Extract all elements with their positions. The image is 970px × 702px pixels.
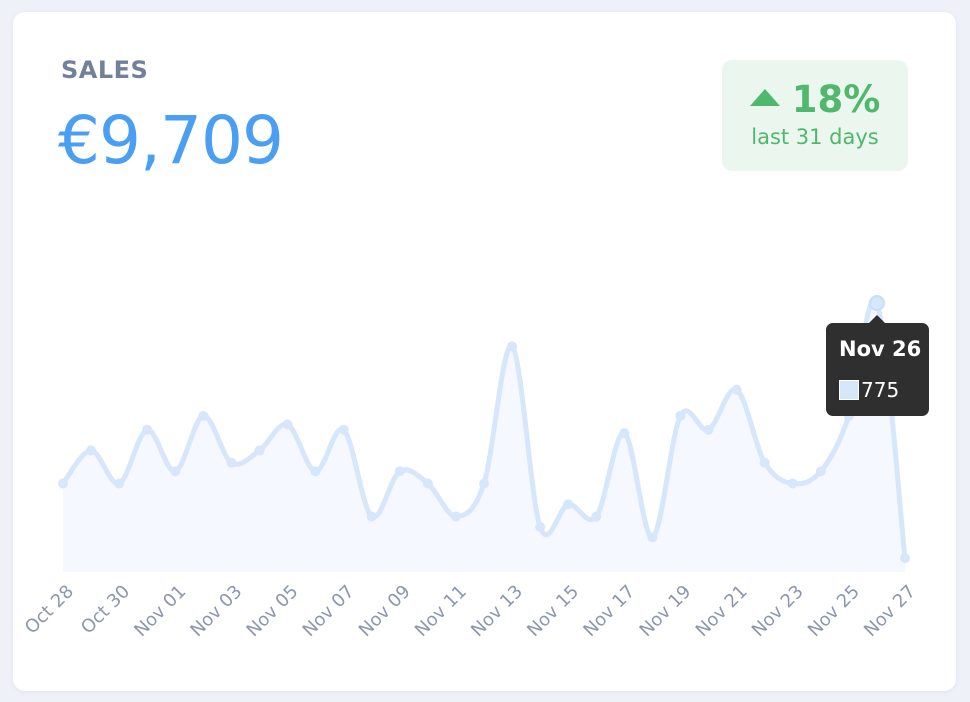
data-point-nov-01[interactable]	[170, 466, 181, 477]
tooltip-swatch	[839, 380, 859, 400]
x-tick-label: Nov 25	[804, 581, 864, 641]
data-point-nov-26[interactable]	[868, 295, 885, 312]
data-point-nov-12[interactable]	[479, 478, 489, 489]
data-point-nov-15[interactable]	[563, 499, 574, 510]
x-tick-label: Nov 09	[355, 581, 415, 641]
data-point-nov-11[interactable]	[450, 511, 461, 522]
data-point-nov-02[interactable]	[198, 410, 209, 421]
data-point-nov-17[interactable]	[619, 428, 630, 439]
data-point-nov-10[interactable]	[422, 478, 433, 489]
data-point-nov-16[interactable]	[591, 511, 602, 522]
data-point-nov-05[interactable]	[282, 419, 293, 430]
x-tick-label: Nov 21	[692, 581, 752, 641]
data-point-nov-27[interactable]	[900, 553, 910, 564]
data-point-oct-31[interactable]	[142, 424, 153, 435]
x-tick-label: Nov 13	[467, 581, 527, 641]
data-point-oct-28[interactable]	[58, 478, 68, 489]
change-percent: 18%	[791, 78, 881, 121]
x-tick-label: Nov 03	[186, 581, 246, 641]
data-point-nov-24[interactable]	[815, 466, 826, 477]
data-point-nov-14[interactable]	[535, 521, 546, 532]
change-percent-row: 18%	[722, 78, 908, 121]
x-tick-label: Nov 27	[860, 581, 920, 641]
x-tick-label: Nov 01	[130, 581, 190, 641]
data-point-nov-23[interactable]	[787, 478, 798, 489]
data-point-nov-04[interactable]	[254, 445, 265, 456]
data-point-nov-09[interactable]	[394, 466, 405, 477]
series-area	[63, 299, 905, 572]
x-tick-label: Nov 17	[579, 581, 639, 641]
data-point-nov-07[interactable]	[338, 424, 349, 435]
x-tick-label: Nov 23	[748, 581, 808, 641]
data-point-nov-08[interactable]	[366, 511, 377, 522]
data-point-nov-03[interactable]	[226, 457, 237, 468]
card-title: SALES	[61, 56, 149, 84]
tooltip-value: 775	[861, 378, 900, 402]
tooltip-value-row: 775	[839, 378, 899, 402]
sales-total: €9,709	[58, 102, 284, 179]
tooltip-date: Nov 26	[839, 337, 922, 361]
x-tick-label: Nov 15	[523, 581, 583, 641]
chart-tooltip: Nov 26 775	[826, 315, 929, 416]
change-period: last 31 days	[751, 125, 879, 149]
sales-card: SALES €9,709 18% last 31 days	[13, 12, 956, 691]
data-point-oct-30[interactable]	[114, 478, 125, 489]
data-point-nov-20[interactable]	[703, 424, 714, 435]
x-tick-label: Nov 11	[411, 581, 471, 641]
x-tick-label: Nov 07	[299, 581, 359, 641]
data-point-nov-19[interactable]	[675, 410, 686, 421]
data-point-oct-29[interactable]	[86, 445, 97, 456]
data-point-nov-13[interactable]	[507, 341, 518, 352]
data-point-nov-21[interactable]	[731, 384, 742, 395]
x-tick-label: Oct 28	[21, 581, 78, 638]
data-point-nov-18[interactable]	[647, 532, 658, 543]
triangle-up-icon	[749, 89, 780, 106]
x-tick-label: Oct 30	[77, 581, 134, 638]
x-tick-label: Nov 05	[243, 581, 303, 641]
x-tick-label: Nov 19	[636, 581, 696, 641]
data-point-nov-06[interactable]	[310, 466, 321, 477]
change-badge: 18% last 31 days	[722, 60, 908, 171]
data-point-nov-22[interactable]	[759, 457, 770, 468]
